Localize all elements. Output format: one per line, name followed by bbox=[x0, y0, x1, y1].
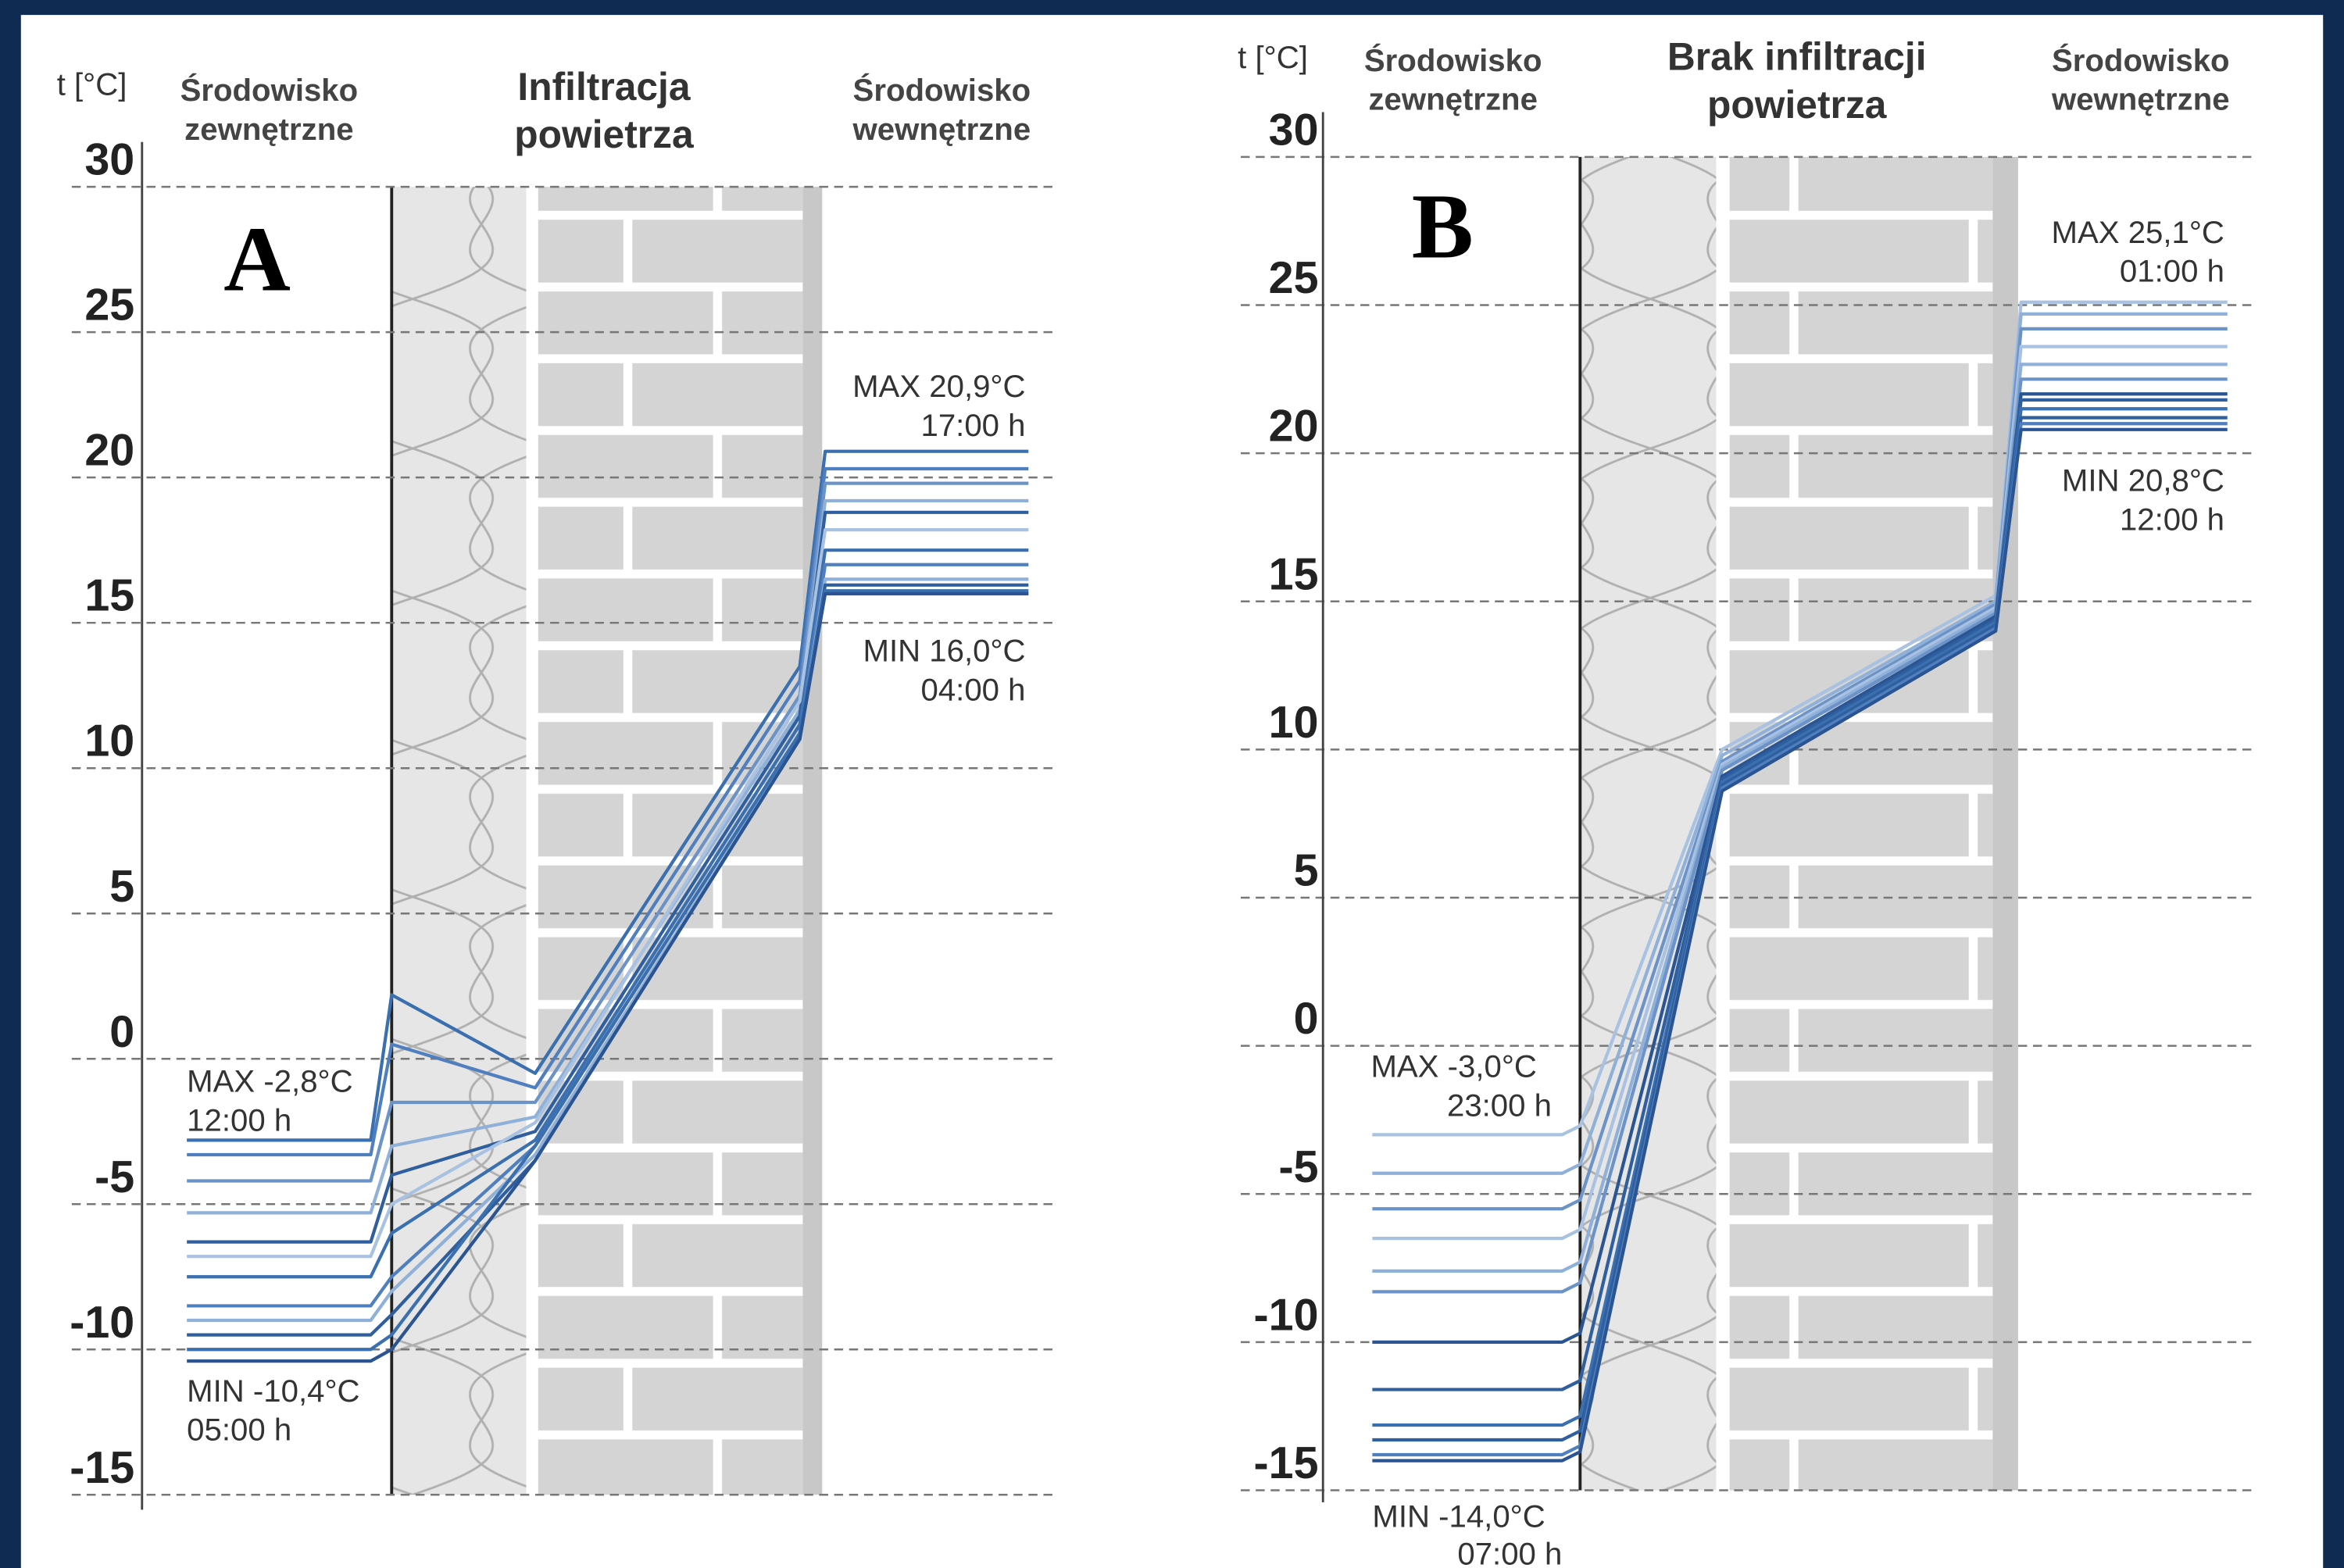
y-tick-label: 5 bbox=[1294, 846, 1319, 896]
annotation: 12:00 h bbox=[187, 1102, 291, 1138]
y-tick-label: 15 bbox=[84, 571, 134, 621]
annotation: 17:00 h bbox=[921, 408, 1026, 443]
plaster-layer bbox=[802, 187, 822, 1495]
annotation: 05:00 h bbox=[187, 1413, 291, 1448]
annotation: 12:00 h bbox=[2120, 502, 2224, 537]
plaster-layer bbox=[1992, 157, 2018, 1491]
outside-label: zewnętrzne bbox=[184, 112, 353, 147]
annotation: 04:00 h bbox=[921, 672, 1026, 707]
y-tick-label: 25 bbox=[84, 280, 134, 330]
y-axis-unit: t [°C] bbox=[1238, 40, 1308, 75]
y-tick-label: 30 bbox=[84, 135, 134, 185]
annotation: 23:00 h bbox=[1447, 1088, 1552, 1123]
panel-letter: B bbox=[1412, 175, 1474, 278]
y-tick-label: -5 bbox=[95, 1152, 134, 1202]
outside-label: Środowisko bbox=[180, 72, 359, 108]
title: Infiltracja bbox=[517, 65, 690, 109]
title: powietrza bbox=[1707, 83, 1887, 127]
title: Brak infiltracji bbox=[1667, 35, 1927, 79]
annotation: MAX -3,0°C bbox=[1370, 1049, 1536, 1084]
annotation: MAX 25,1°C bbox=[2052, 215, 2224, 250]
outside-label: Środowisko bbox=[1364, 42, 1542, 78]
y-tick-label: 0 bbox=[109, 1007, 134, 1057]
y-tick-label: -10 bbox=[70, 1298, 134, 1348]
y-tick-label: 5 bbox=[109, 862, 134, 912]
figure: 30 25 20 15 10 5 0 -5 -10 -15 t [°C] Środowisko zewn… bbox=[0, 0, 2344, 1568]
y-axis-unit: t [°C] bbox=[57, 67, 127, 102]
y-tick-label: 25 bbox=[1269, 253, 1319, 303]
y-tick-label: 10 bbox=[84, 716, 134, 766]
y-tick-label: 20 bbox=[1269, 402, 1319, 452]
annotation: MIN 20,8°C bbox=[2062, 463, 2224, 498]
inside-label: wewnętrzne bbox=[852, 112, 1031, 147]
panel-letter: A bbox=[223, 208, 291, 311]
inside-label: wewnętrzne bbox=[2051, 82, 2230, 117]
annotation: MAX -2,8°C bbox=[187, 1064, 352, 1099]
brick-layer bbox=[1730, 157, 1993, 1491]
annotation: MIN -10,4°C bbox=[187, 1373, 359, 1409]
annotation: 07:00 h bbox=[1457, 1536, 1562, 1568]
insulation-layer bbox=[391, 187, 526, 1495]
y-tick-label: -5 bbox=[1278, 1142, 1318, 1192]
y-tick-label: -15 bbox=[1254, 1438, 1319, 1488]
y-tick-label: 30 bbox=[1269, 105, 1319, 155]
inside-label: Środowisko bbox=[853, 72, 1031, 108]
outside-label: zewnętrzne bbox=[1368, 82, 1537, 117]
y-tick-label: -15 bbox=[70, 1443, 134, 1493]
y-tick-label: 0 bbox=[1294, 994, 1319, 1044]
y-tick-label: -10 bbox=[1254, 1290, 1319, 1340]
annotation: MIN -14,0°C bbox=[1372, 1498, 1545, 1534]
annotation: MAX 20,9°C bbox=[852, 369, 1025, 404]
brick-layer bbox=[538, 187, 803, 1495]
y-tick-label: 10 bbox=[1269, 698, 1319, 748]
y-tick-label: 20 bbox=[84, 426, 134, 476]
annotation: MIN 16,0°C bbox=[863, 634, 1026, 669]
y-tick-label: 15 bbox=[1269, 549, 1319, 599]
title: powietrza bbox=[514, 113, 694, 156]
annotation: 01:00 h bbox=[2120, 254, 2224, 289]
inside-label: Środowisko bbox=[2052, 42, 2230, 78]
